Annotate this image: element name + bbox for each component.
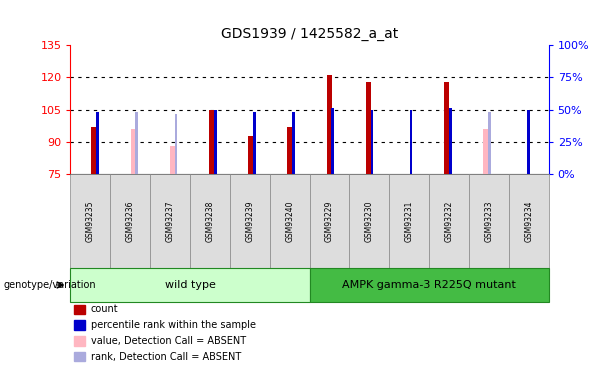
Text: GSM93234: GSM93234 [524,201,533,242]
Bar [175,114,177,174]
Text: AMPK gamma-3 R225Q mutant: AMPK gamma-3 R225Q mutant [342,280,516,290]
Bar [484,129,489,174]
Bar [370,110,373,174]
Bar [170,146,175,174]
Bar [527,110,530,174]
Bar [209,110,214,174]
Bar [444,82,449,174]
Text: GSM93237: GSM93237 [166,201,175,242]
Text: GSM93238: GSM93238 [205,201,215,242]
Bar [327,75,332,174]
Bar [409,110,413,174]
Text: GSM93233: GSM93233 [484,201,493,242]
Text: GSM93240: GSM93240 [285,201,294,242]
Text: GSM93230: GSM93230 [365,201,374,242]
Text: GSM93229: GSM93229 [325,201,334,242]
Bar [292,112,295,174]
Bar [253,112,256,174]
Bar [214,110,216,174]
Text: value, Detection Call = ABSENT: value, Detection Call = ABSENT [91,336,246,346]
Text: rank, Detection Call = ABSENT: rank, Detection Call = ABSENT [91,352,241,362]
Bar [91,127,97,174]
Bar [488,112,491,174]
Title: GDS1939 / 1425582_a_at: GDS1939 / 1425582_a_at [221,27,398,41]
Text: wild type: wild type [165,280,215,290]
Text: GSM93239: GSM93239 [245,201,254,242]
Text: GSM93236: GSM93236 [126,201,135,242]
Bar [332,108,334,174]
Bar [135,112,138,174]
Text: GSM93235: GSM93235 [86,201,95,242]
Text: percentile rank within the sample: percentile rank within the sample [91,320,256,330]
Text: GSM93232: GSM93232 [444,201,454,242]
Text: genotype/variation: genotype/variation [3,280,96,290]
Bar [131,129,135,174]
Bar [248,136,253,174]
Bar [287,127,292,174]
Bar [449,108,452,174]
Bar [96,112,99,174]
Text: count: count [91,304,118,314]
Bar [366,82,371,174]
Text: GSM93231: GSM93231 [405,201,414,242]
